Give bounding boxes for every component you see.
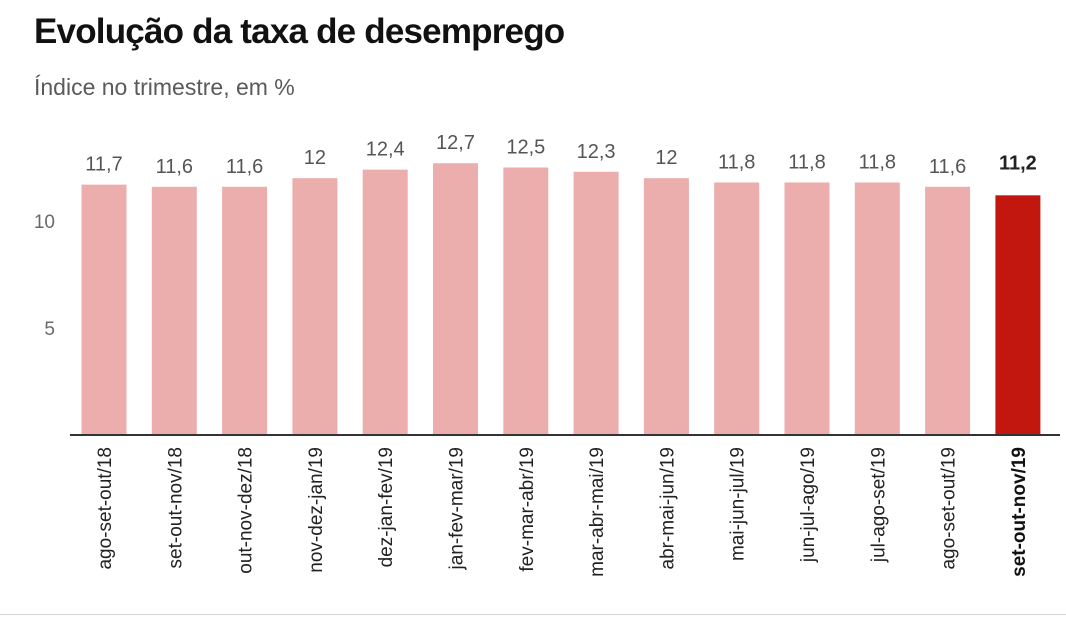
x-tick-label: jun-jul-ago/19 [798, 447, 819, 563]
x-tick-label: nov-dez-jan/19 [306, 447, 327, 573]
x-tick-label: abr-mai-jun/19 [657, 447, 678, 570]
bar-value-label: 11,7 [85, 154, 122, 176]
bar-value-label: 11,8 [718, 151, 755, 173]
x-tick-label: set-out-nov/18 [165, 447, 186, 568]
bar-value-label: 12,3 [577, 141, 616, 163]
x-tick-label: fev-mar-abr/19 [517, 447, 538, 572]
chart-subtitle: Índice no trimestre, em % [34, 74, 295, 100]
bar-value-label: 11,6 [156, 156, 193, 178]
x-tick-label: mai-jun-jul/19 [728, 447, 749, 561]
bar [925, 186, 971, 435]
bottom-divider [0, 614, 1066, 615]
bar-highlighted [995, 195, 1041, 435]
x-tick-label: jul-ago-set/19 [868, 447, 889, 563]
bar [573, 171, 619, 435]
x-tick-label: jan-fev-mar/19 [447, 447, 468, 571]
y-tick-label: 10 [34, 212, 55, 233]
bar [151, 186, 197, 435]
bar-value-label: 11,2 [999, 152, 1037, 174]
chart-title: Evolução da taxa de desemprego [34, 12, 565, 51]
bar [784, 182, 830, 435]
bar [292, 178, 338, 435]
bar-value-label: 12,4 [366, 139, 405, 161]
x-tick-label: ago-set-out/18 [95, 447, 116, 570]
bar-value-label: 11,8 [788, 151, 825, 173]
x-tick-label: ago-set-out/19 [939, 447, 960, 570]
bar [714, 182, 760, 435]
bar [854, 182, 900, 435]
bar-value-label: 11,6 [226, 156, 263, 178]
bar [222, 186, 268, 435]
bar-value-label: 12,7 [436, 132, 475, 154]
x-tick-label: out-nov-dez/18 [236, 447, 257, 574]
x-tick-label: mar-abr-mai/19 [587, 447, 608, 577]
bar-value-label: 11,6 [929, 156, 966, 178]
bar-value-label: 11,8 [859, 151, 896, 173]
bar [81, 184, 127, 435]
bar [643, 178, 689, 435]
bar-value-label: 12 [304, 147, 326, 169]
bar-value-label: 12 [655, 147, 677, 169]
y-tick-label: 5 [44, 319, 55, 340]
bar [362, 169, 408, 435]
bar-value-label: 12,5 [506, 137, 545, 159]
x-tick-label: dez-jan-fev/19 [376, 447, 397, 567]
bar [433, 163, 478, 435]
x-tick-label: set-out-nov/19 [1009, 447, 1030, 577]
bar [503, 167, 549, 435]
